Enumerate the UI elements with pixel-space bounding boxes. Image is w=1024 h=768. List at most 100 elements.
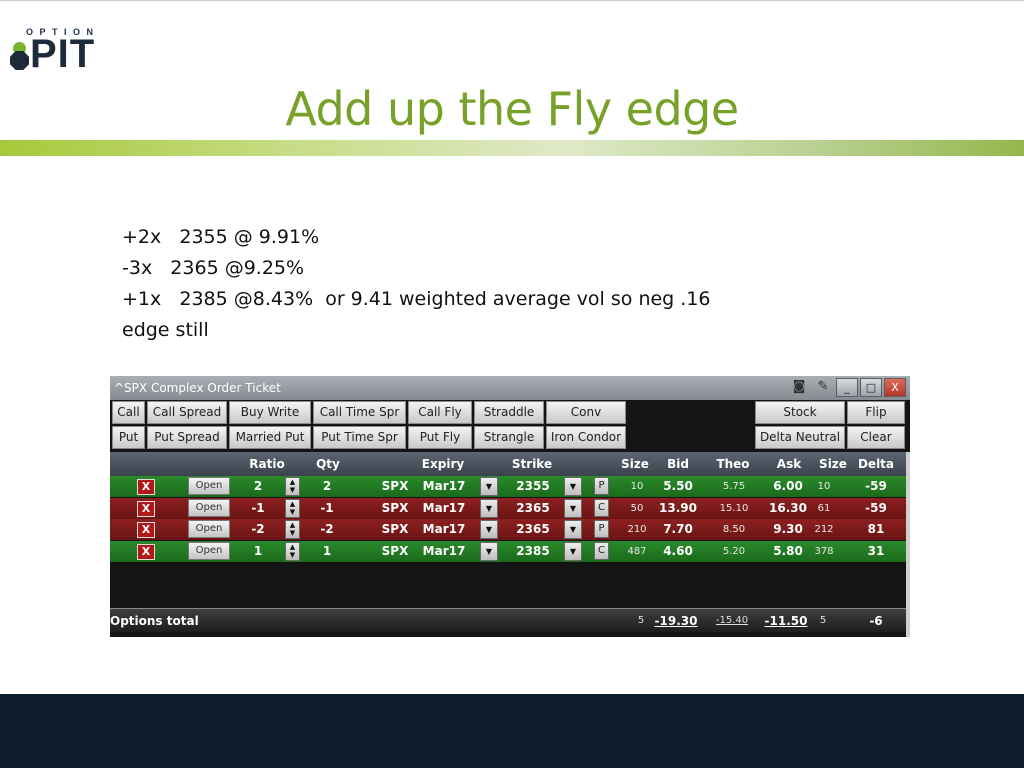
ratio-spinner-icon[interactable]: ▲ ▼ (285, 520, 300, 539)
remove-leg-button[interactable]: X (137, 479, 155, 495)
theo-value: 5.20 (722, 546, 746, 557)
minimize-button[interactable]: _ (836, 378, 858, 397)
top-border (0, 0, 1024, 1)
ask-size-value: 10 (817, 481, 831, 492)
ask-value[interactable]: 5.80 (773, 544, 803, 558)
put-button[interactable]: Put (112, 426, 145, 449)
total-theo: -15.40 (715, 615, 749, 626)
bid-size-value: 487 (627, 546, 647, 557)
ratio-value[interactable]: 2 (253, 479, 263, 493)
ratio-spinner-icon[interactable]: ▲ ▼ (285, 499, 300, 518)
legs-header: Ratio Qty Expiry Strike Size Bid Theo As… (110, 452, 910, 476)
stock-button[interactable]: Stock (755, 401, 845, 424)
delta-neutral-button[interactable]: Delta Neutral (755, 426, 845, 449)
strike-dropdown-icon[interactable]: ▼ (564, 542, 582, 561)
remove-leg-button[interactable]: X (137, 544, 155, 560)
put-call-toggle[interactable]: P (594, 520, 609, 538)
expiry-value[interactable]: Mar17 (422, 544, 466, 558)
strangle-button[interactable]: Strangle (474, 426, 544, 449)
strike-value[interactable]: 2365 (516, 522, 550, 536)
expiry-dropdown-icon[interactable]: ▼ (480, 499, 498, 518)
qty-value[interactable]: -2 (320, 522, 334, 536)
ratio-value[interactable]: -2 (251, 522, 265, 536)
remove-leg-button[interactable]: X (137, 501, 155, 517)
strike-dropdown-icon[interactable]: ▼ (564, 477, 582, 496)
put-spread-button[interactable]: Put Spread (147, 426, 227, 449)
flip-button[interactable]: Flip (847, 401, 905, 424)
bid-value[interactable]: 13.90 (659, 501, 697, 515)
option-pit-logo: OPTION PIT (10, 24, 140, 76)
scrollbar[interactable] (906, 452, 910, 637)
complex-order-ticket: ^SPX Complex Order Ticket ◙ ✎ _ □ X Call… (110, 376, 910, 637)
delta-value: 31 (867, 544, 885, 558)
total-bid: -19.30 (654, 614, 698, 628)
ratio-spinner-icon[interactable]: ▲ ▼ (285, 477, 300, 496)
qty-value[interactable]: 2 (322, 479, 332, 493)
symbol-value: SPX (381, 544, 409, 558)
window-controls: ◙ ✎ _ □ X (788, 378, 906, 397)
ask-value[interactable]: 9.30 (773, 522, 803, 536)
call-spread-button[interactable]: Call Spread (147, 401, 227, 424)
married-put-button[interactable]: Married Put (229, 426, 311, 449)
iron-condor-button[interactable]: Iron Condor (546, 426, 626, 449)
ask-value[interactable]: 6.00 (773, 479, 803, 493)
body-line: +1x 2385 @8.43% or 9.41 weighted average… (122, 288, 711, 310)
bid-size-value: 10 (630, 481, 644, 492)
maximize-button[interactable]: □ (860, 378, 882, 397)
put-call-toggle[interactable]: P (594, 477, 609, 495)
ratio-value[interactable]: -1 (251, 501, 265, 515)
open-close-button[interactable]: Open (188, 477, 230, 495)
header-theo: Theo (716, 457, 750, 471)
ticket-title: ^SPX Complex Order Ticket (114, 381, 281, 395)
call-time-spread-button[interactable]: Call Time Spr (313, 401, 406, 424)
qty-value[interactable]: 1 (322, 544, 332, 558)
strike-value[interactable]: 2365 (516, 501, 550, 515)
call-fly-button[interactable]: Call Fly (408, 401, 472, 424)
theo-value: 8.50 (722, 524, 746, 535)
bid-value[interactable]: 4.60 (663, 544, 693, 558)
expiry-dropdown-icon[interactable]: ▼ (480, 477, 498, 496)
logo-big-text: PIT (30, 32, 96, 76)
green-gradient-band (0, 140, 1024, 156)
strike-value[interactable]: 2385 (516, 544, 550, 558)
ratio-spinner-icon[interactable]: ▲ ▼ (285, 542, 300, 561)
call-button[interactable]: Call (112, 401, 145, 424)
header-ratio: Ratio (249, 457, 285, 471)
camera-icon[interactable]: ◙ (792, 379, 806, 394)
expiry-value[interactable]: Mar17 (422, 479, 466, 493)
put-fly-button[interactable]: Put Fly (408, 426, 472, 449)
straddle-button[interactable]: Straddle (474, 401, 544, 424)
conv-button[interactable]: Conv (546, 401, 626, 424)
expiry-value[interactable]: Mar17 (422, 522, 466, 536)
strike-dropdown-icon[interactable]: ▼ (564, 499, 582, 518)
qty-value[interactable]: -1 (320, 501, 334, 515)
put-call-toggle[interactable]: C (594, 542, 609, 560)
slide-title: Add up the Fly edge (285, 82, 739, 136)
open-close-button[interactable]: Open (188, 499, 230, 517)
bid-value[interactable]: 5.50 (663, 479, 693, 493)
ratio-value[interactable]: 1 (253, 544, 263, 558)
ask-size-value: 61 (817, 503, 831, 514)
buy-write-button[interactable]: Buy Write (229, 401, 311, 424)
close-button[interactable]: X (884, 378, 906, 397)
put-time-spread-button[interactable]: Put Time Spr (313, 426, 406, 449)
body-line: edge still (122, 319, 209, 341)
strike-value[interactable]: 2355 (516, 479, 550, 493)
put-call-toggle[interactable]: C (594, 499, 609, 517)
ask-size-value: 378 (814, 546, 834, 557)
expiry-dropdown-icon[interactable]: ▼ (480, 520, 498, 539)
strike-dropdown-icon[interactable]: ▼ (564, 520, 582, 539)
ask-value[interactable]: 16.30 (769, 501, 807, 515)
open-close-button[interactable]: Open (188, 542, 230, 560)
expiry-dropdown-icon[interactable]: ▼ (480, 542, 498, 561)
expiry-value[interactable]: Mar17 (422, 501, 466, 515)
body-line: +2x 2355 @ 9.91% (122, 226, 320, 248)
clear-button[interactable]: Clear (847, 426, 905, 449)
body-text: +2x 2355 @ 9.91% -3x 2365 @9.25% +1x 2385 … (122, 222, 711, 346)
header-ask-size: Size (819, 457, 847, 471)
wrench-icon[interactable]: ✎ (817, 379, 829, 394)
open-close-button[interactable]: Open (188, 520, 230, 538)
remove-leg-button[interactable]: X (137, 522, 155, 538)
bid-value[interactable]: 7.70 (663, 522, 693, 536)
